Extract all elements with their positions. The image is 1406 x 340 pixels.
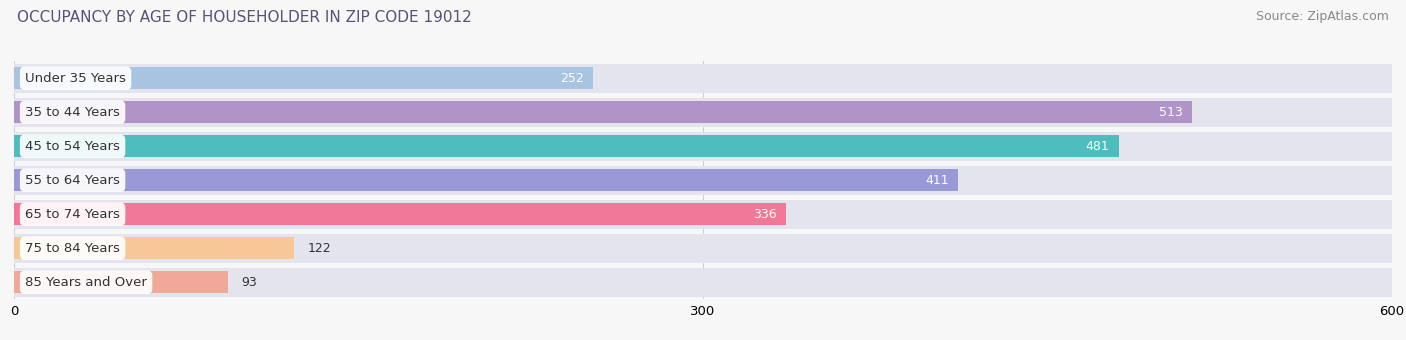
Bar [14,234,1392,262]
Text: 35 to 44 Years: 35 to 44 Years [25,106,120,119]
Bar [14,203,786,225]
Text: 252: 252 [560,72,583,85]
Bar [14,135,1119,157]
Bar [14,166,1392,194]
Text: 336: 336 [752,208,776,221]
Bar [14,268,1392,296]
Bar [14,200,1392,229]
Bar [14,101,1192,123]
Text: OCCUPANCY BY AGE OF HOUSEHOLDER IN ZIP CODE 19012: OCCUPANCY BY AGE OF HOUSEHOLDER IN ZIP C… [17,10,471,25]
Text: 513: 513 [1159,106,1182,119]
Text: 411: 411 [925,174,949,187]
Text: Source: ZipAtlas.com: Source: ZipAtlas.com [1256,10,1389,23]
Bar [14,98,1392,126]
Text: 481: 481 [1085,140,1109,153]
Text: 45 to 54 Years: 45 to 54 Years [25,140,120,153]
Bar [14,64,1392,92]
Text: 122: 122 [308,242,332,255]
Text: 93: 93 [242,276,257,289]
Text: 85 Years and Over: 85 Years and Over [25,276,148,289]
Bar [14,132,1392,160]
Bar [14,169,957,191]
Text: Under 35 Years: Under 35 Years [25,72,127,85]
Bar [14,271,228,293]
Text: 65 to 74 Years: 65 to 74 Years [25,208,120,221]
Bar [14,237,294,259]
Bar [14,67,593,89]
Text: 75 to 84 Years: 75 to 84 Years [25,242,120,255]
Text: 55 to 64 Years: 55 to 64 Years [25,174,120,187]
